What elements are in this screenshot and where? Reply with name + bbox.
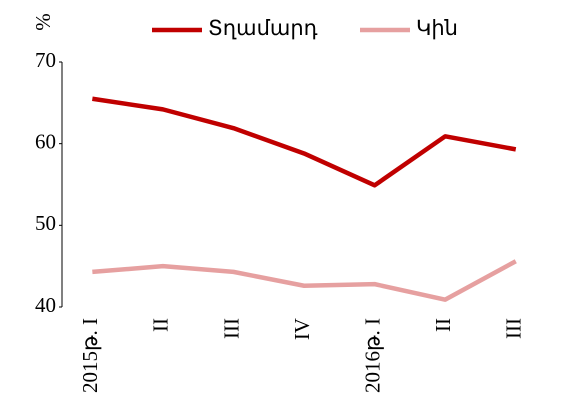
line-series (92, 96, 517, 188)
y-tick-label: 50 (35, 211, 56, 235)
y-tick-label: 40 (35, 293, 56, 317)
x-tick-label: III (219, 318, 243, 339)
x-tick-label: II (149, 318, 173, 332)
y-axis-label: % (31, 13, 55, 31)
line-series (92, 259, 517, 302)
x-tick-label: IV (290, 318, 314, 340)
x-tick-label: 2015թ. I (78, 318, 102, 393)
x-tick-label: II (431, 318, 455, 332)
x-tick-label: III (502, 318, 526, 339)
y-tick-label: 60 (35, 129, 56, 153)
x-tick-label: 2016թ. I (360, 318, 384, 393)
legend-label: Տղամարդ (208, 16, 318, 40)
legend-label: Կին (416, 16, 458, 40)
y-tick-label: 70 (35, 48, 56, 72)
